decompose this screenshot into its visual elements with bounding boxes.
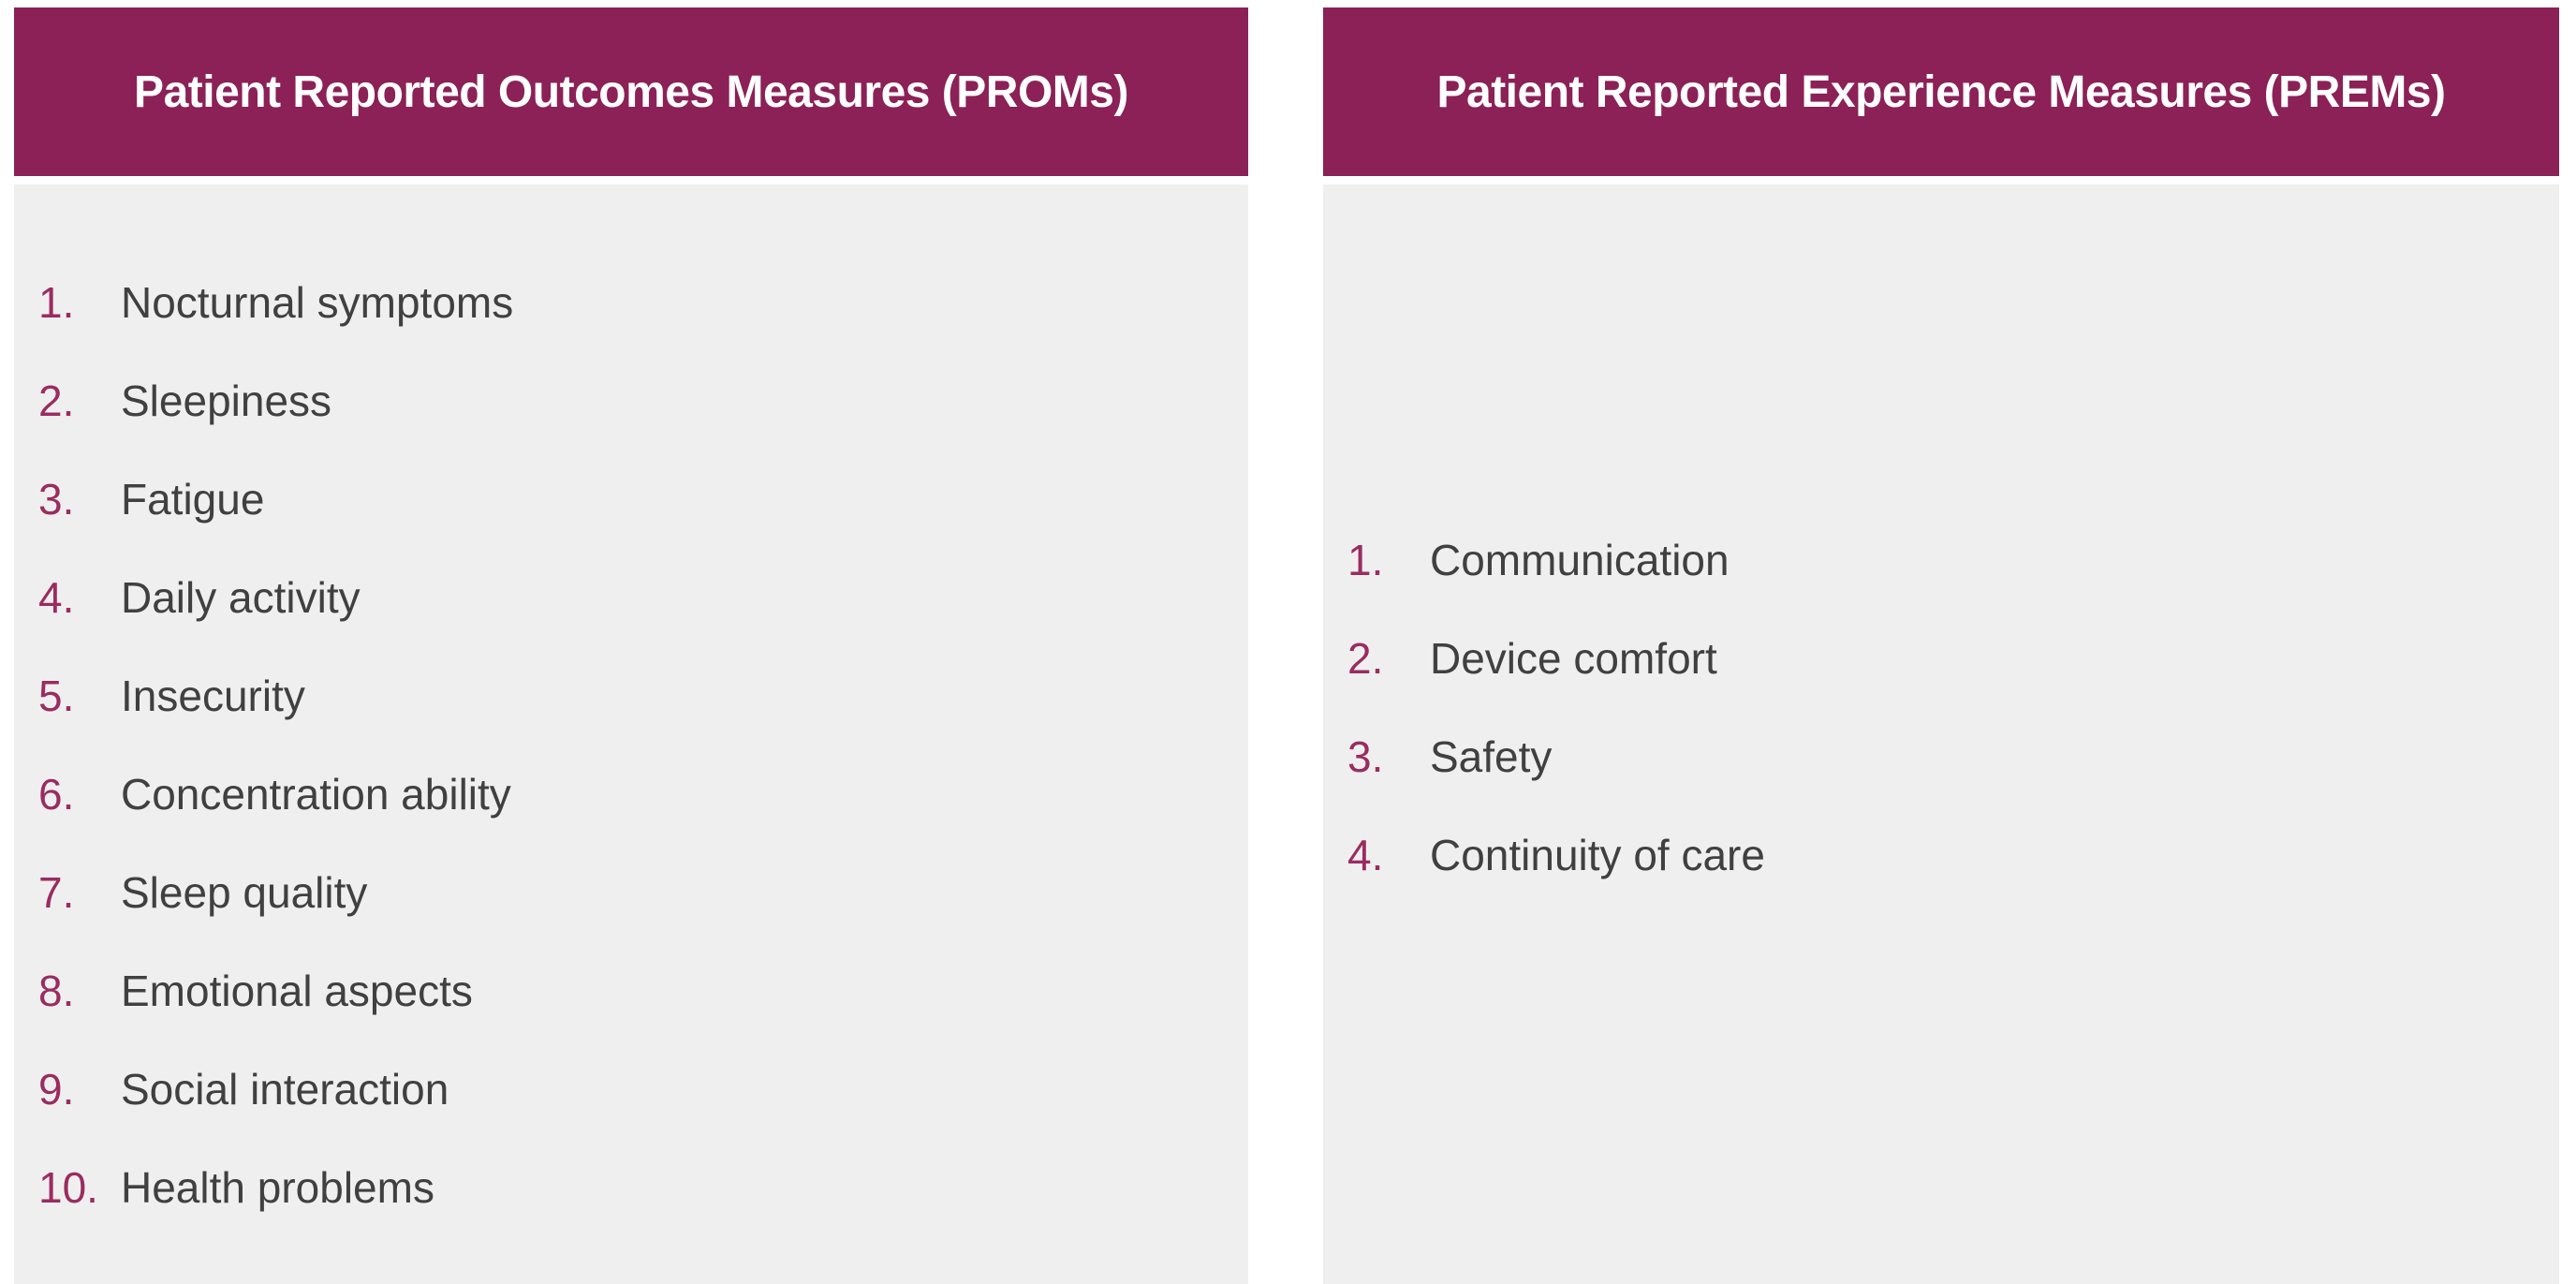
- item-label: Nocturnal symptoms: [121, 277, 514, 327]
- prems-header: Patient Reported Experience Measures (PR…: [1323, 7, 2559, 176]
- item-number: 6.: [38, 769, 75, 819]
- item-number: 1.: [1347, 535, 1384, 584]
- item-number: 5.: [38, 671, 75, 720]
- prems-panel: Patient Reported Experience Measures (PR…: [1323, 7, 2559, 1284]
- item-number: 1.: [38, 277, 75, 327]
- item-label: Continuity of care: [1430, 830, 1765, 879]
- list-item: 1. Communication: [1323, 510, 2559, 609]
- proms-list: 1. Nocturnal symptoms 2. Sleepiness 3. F…: [14, 253, 1248, 1236]
- prems-list: 1. Communication 2. Device comfort 3. Sa…: [1323, 510, 2559, 904]
- item-label: Insecurity: [121, 671, 305, 720]
- list-item: 3. Fatigue: [14, 450, 1248, 548]
- list-item: 2. Sleepiness: [14, 351, 1248, 450]
- item-number: 8.: [38, 966, 75, 1015]
- item-number: 2.: [1347, 633, 1384, 683]
- proms-panel: Patient Reported Outcomes Measures (PROM…: [14, 7, 1248, 1284]
- item-label: Safety: [1430, 731, 1553, 781]
- item-label: Sleepiness: [121, 376, 332, 425]
- item-label: Social interaction: [121, 1064, 449, 1114]
- prems-body: 1. Communication 2. Device comfort 3. Sa…: [1323, 184, 2559, 1284]
- list-item: 1. Nocturnal symptoms: [14, 253, 1248, 351]
- list-item: 3. Safety: [1323, 707, 2559, 805]
- list-item: 9. Social interaction: [14, 1040, 1248, 1138]
- item-label: Sleep quality: [121, 867, 368, 917]
- item-number: 4.: [1347, 830, 1384, 879]
- item-label: Health problems: [121, 1162, 434, 1212]
- list-item: 7. Sleep quality: [14, 843, 1248, 941]
- item-number: 2.: [38, 376, 75, 425]
- item-number: 4.: [38, 572, 75, 622]
- list-item: 6. Concentration ability: [14, 745, 1248, 843]
- item-label: Device comfort: [1430, 633, 1717, 683]
- list-item: 4. Continuity of care: [1323, 805, 2559, 904]
- item-label: Emotional aspects: [121, 966, 473, 1015]
- list-item: 10. Health problems: [14, 1138, 1248, 1236]
- proms-title: Patient Reported Outcomes Measures (PROM…: [134, 66, 1128, 117]
- item-number: 7.: [38, 867, 75, 917]
- item-label: Fatigue: [121, 474, 265, 524]
- item-label: Communication: [1430, 535, 1730, 584]
- list-item: 4. Daily activity: [14, 548, 1248, 646]
- item-number: 9.: [38, 1064, 75, 1114]
- list-item: 5. Insecurity: [14, 646, 1248, 745]
- prems-title: Patient Reported Experience Measures (PR…: [1436, 66, 2446, 117]
- item-label: Daily activity: [121, 572, 361, 622]
- proms-body: 1. Nocturnal symptoms 2. Sleepiness 3. F…: [14, 184, 1248, 1284]
- item-number: 10.: [38, 1162, 98, 1212]
- item-number: 3.: [1347, 731, 1384, 781]
- item-number: 3.: [38, 474, 75, 524]
- list-item: 8. Emotional aspects: [14, 941, 1248, 1040]
- proms-header: Patient Reported Outcomes Measures (PROM…: [14, 7, 1248, 176]
- list-item: 2. Device comfort: [1323, 609, 2559, 707]
- item-label: Concentration ability: [121, 769, 511, 819]
